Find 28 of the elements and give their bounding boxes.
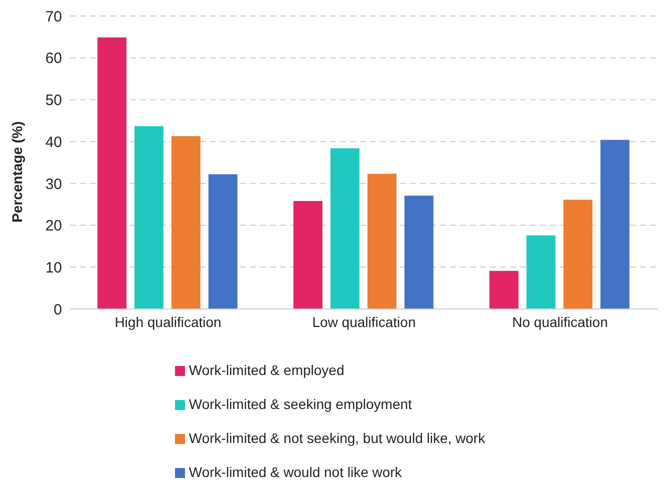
legend-label: Work-limited & seeking employment — [188, 396, 412, 412]
bar — [208, 174, 238, 309]
x-tick-label: Low qualification — [312, 314, 416, 330]
bar — [404, 196, 434, 309]
legend-label: Work-limited & employed — [188, 362, 344, 378]
bar — [134, 126, 164, 309]
bar — [97, 37, 126, 309]
bar — [330, 148, 360, 309]
bar — [367, 174, 396, 309]
y-axis-title: Percentage (%) — [8, 121, 25, 222]
y-tick-label: 10 — [45, 259, 62, 276]
y-tick-label: 40 — [45, 134, 62, 151]
bar — [489, 270, 518, 309]
y-tick-label: 30 — [45, 176, 62, 193]
x-tick-label: No qualification — [512, 314, 608, 330]
y-tick-label: 60 — [45, 50, 62, 68]
bar — [171, 136, 200, 309]
bar — [563, 200, 592, 309]
bar — [600, 140, 630, 309]
y-tick-label: 20 — [45, 218, 62, 235]
y-tick-label: 50 — [45, 92, 62, 110]
x-tick-label: High qualification — [114, 314, 222, 330]
bar — [526, 235, 556, 309]
y-tick-label: 0 — [54, 301, 62, 318]
legend-label: Work-limited & not seeking, but would like, work — [188, 430, 486, 446]
legend-label: Work-limited & would not like work — [188, 464, 402, 480]
bar — [293, 201, 322, 309]
y-tick-label: 70 — [45, 8, 62, 26]
